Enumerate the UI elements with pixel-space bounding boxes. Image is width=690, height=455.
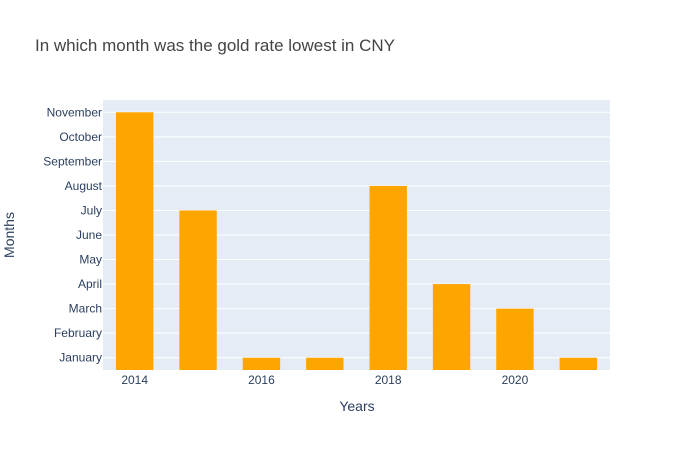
y-tick-label: July bbox=[81, 203, 102, 217]
y-tick-label: August bbox=[65, 179, 103, 193]
y-tick-label: April bbox=[78, 277, 102, 291]
y-tick-label: May bbox=[79, 253, 102, 267]
y-tick-label: October bbox=[59, 130, 102, 144]
x-tick-labels: 2014 2016 2018 2020 bbox=[121, 373, 528, 387]
bars bbox=[115, 112, 598, 370]
y-tick-label: September bbox=[43, 154, 102, 168]
y-tick-label: June bbox=[76, 228, 102, 242]
x-tick-label: 2016 bbox=[248, 373, 275, 387]
y-tick-label: January bbox=[59, 351, 102, 365]
bar bbox=[432, 284, 471, 370]
bar bbox=[559, 357, 598, 370]
x-tick-label: 2018 bbox=[375, 373, 402, 387]
y-tick-label: November bbox=[47, 105, 102, 119]
x-tick-label: 2020 bbox=[502, 373, 529, 387]
y-tick-labels: January February March April May June July Augu… bbox=[43, 105, 102, 364]
bar bbox=[115, 112, 154, 370]
bar bbox=[496, 308, 534, 370]
chart-title: In which month was the gold rate lowest … bbox=[35, 36, 395, 55]
y-axis-title: Months bbox=[1, 212, 17, 258]
bar bbox=[242, 357, 281, 370]
y-tick-label: March bbox=[69, 302, 102, 316]
y-tick-label: February bbox=[54, 326, 102, 340]
bar bbox=[179, 210, 217, 370]
x-tick-label: 2014 bbox=[121, 373, 148, 387]
bar bbox=[369, 185, 407, 370]
x-axis-title: Years bbox=[339, 398, 374, 414]
bar bbox=[306, 357, 344, 370]
